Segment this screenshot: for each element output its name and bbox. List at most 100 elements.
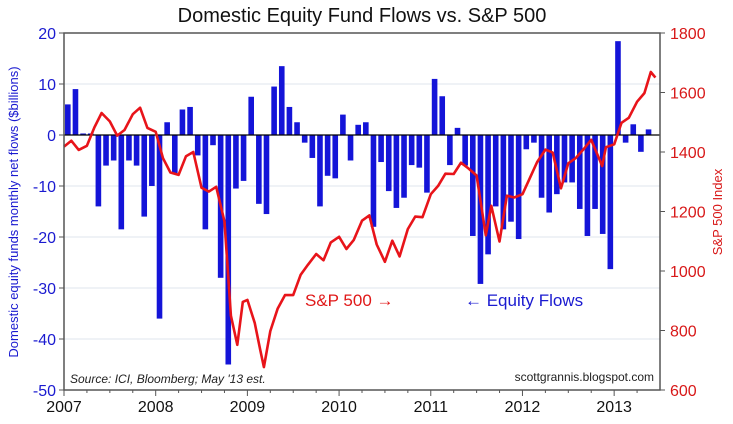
- left-tick-label: 20: [38, 26, 56, 43]
- flow-bar: [363, 122, 369, 135]
- x-tick-label: 2009: [230, 399, 266, 416]
- flow-bar: [225, 135, 232, 365]
- x-tick-label: 2007: [46, 399, 82, 416]
- flow-bar: [80, 133, 86, 135]
- flow-bar: [133, 135, 140, 166]
- flow-bar: [630, 124, 637, 135]
- watermark: scottgrannis.blogspot.com: [515, 370, 654, 384]
- flow-bar: [294, 122, 300, 135]
- flow-bar: [469, 135, 476, 236]
- flow-bar: [454, 127, 461, 135]
- flow-bar: [622, 135, 629, 143]
- flow-bar: [347, 135, 354, 161]
- flow-bar: [599, 135, 606, 234]
- right-axis-label: S&P 500 Index: [710, 168, 725, 255]
- flow-bar: [385, 135, 392, 192]
- flow-bar: [500, 135, 507, 230]
- axis-ticks: 20100-10-20-30-40-5018001600140012001000…: [33, 26, 706, 416]
- flow-bar: [248, 96, 255, 135]
- flow-bar: [607, 135, 614, 270]
- flow-bar: [286, 106, 293, 135]
- right-tick-label: 1200: [670, 205, 706, 222]
- left-axis-label: Domestic equity funds monthly net flows …: [6, 66, 21, 357]
- flow-bar: [485, 135, 491, 255]
- sp500-line: [63, 70, 657, 369]
- flow-bar: [95, 135, 102, 207]
- flow-bar: [240, 135, 247, 181]
- flow-bar: [171, 135, 178, 174]
- flow-bar: [65, 104, 71, 135]
- flow-bar: [309, 135, 316, 158]
- flow-bars: [65, 41, 652, 365]
- flow-bar: [278, 66, 285, 135]
- left-tick-label: -10: [33, 179, 56, 196]
- flow-bar: [492, 135, 499, 207]
- flow-bar: [561, 135, 568, 183]
- flow-bar: [103, 135, 109, 166]
- x-tick-label: 2010: [321, 399, 357, 416]
- right-tick-label: 1400: [670, 145, 706, 162]
- flow-bar: [378, 135, 384, 163]
- right-tick-label: 800: [670, 324, 697, 341]
- flow-bar: [645, 129, 652, 135]
- flow-bar: [447, 135, 453, 166]
- flow-bar: [416, 135, 423, 168]
- left-tick-label: -50: [33, 383, 56, 400]
- flow-bar: [233, 135, 239, 189]
- flow-bar: [584, 135, 591, 236]
- flow-bar: [332, 135, 339, 179]
- x-tick-label: 2013: [596, 399, 632, 416]
- flow-bar: [263, 135, 270, 215]
- flow-bar: [141, 135, 148, 217]
- flow-bar: [149, 135, 155, 186]
- flow-bar: [202, 135, 209, 230]
- flow-bar: [324, 135, 331, 176]
- flow-bar: [187, 106, 193, 135]
- flow-bar: [72, 89, 79, 135]
- flow-bar: [370, 135, 377, 227]
- sp500-line-group: [63, 70, 657, 369]
- flow-bar: [210, 135, 216, 146]
- flow-bar: [546, 135, 553, 213]
- flow-bar: [317, 135, 323, 207]
- flows-annotation: ← Equity Flows: [465, 291, 583, 310]
- x-tick-label: 2008: [138, 399, 174, 416]
- flow-bar: [126, 135, 132, 161]
- flow-bar: [401, 135, 407, 198]
- flow-bar: [156, 135, 163, 319]
- flow-bar: [538, 135, 545, 198]
- right-tick-label: 1800: [670, 26, 706, 43]
- flow-bar: [424, 135, 430, 193]
- sp500-annotation: S&P 500 →: [305, 291, 394, 310]
- flow-bar: [592, 135, 598, 209]
- flow-bar: [194, 135, 201, 156]
- flow-bar: [118, 135, 125, 230]
- source-note: Source: ICI, Bloomberg; May '13 est.: [70, 372, 266, 386]
- flow-bar: [408, 135, 415, 166]
- x-tick-label: 2011: [414, 399, 449, 416]
- flow-bar: [439, 96, 446, 135]
- flow-bar: [531, 135, 537, 143]
- flow-bar: [569, 135, 575, 183]
- flow-bar: [256, 135, 262, 204]
- flow-bar: [340, 114, 346, 135]
- flow-bar: [393, 135, 400, 208]
- flow-bar: [179, 109, 186, 135]
- flow-bar: [515, 135, 522, 240]
- left-tick-label: 10: [38, 77, 56, 94]
- flow-bar: [477, 135, 484, 284]
- flow-bar: [301, 135, 308, 143]
- flow-bar: [164, 122, 170, 135]
- flow-bar: [462, 135, 468, 166]
- right-tick-label: 1000: [670, 264, 706, 281]
- chart-title: Domestic Equity Fund Flows vs. S&P 500: [178, 5, 547, 27]
- flow-bar: [523, 135, 530, 150]
- x-tick-label: 2012: [505, 399, 541, 416]
- flow-bar: [576, 135, 583, 209]
- flow-bar: [431, 78, 438, 135]
- flow-bar: [271, 86, 277, 135]
- flow-bar: [508, 135, 514, 222]
- flow-bar: [355, 124, 361, 135]
- left-tick-label: -20: [33, 230, 56, 247]
